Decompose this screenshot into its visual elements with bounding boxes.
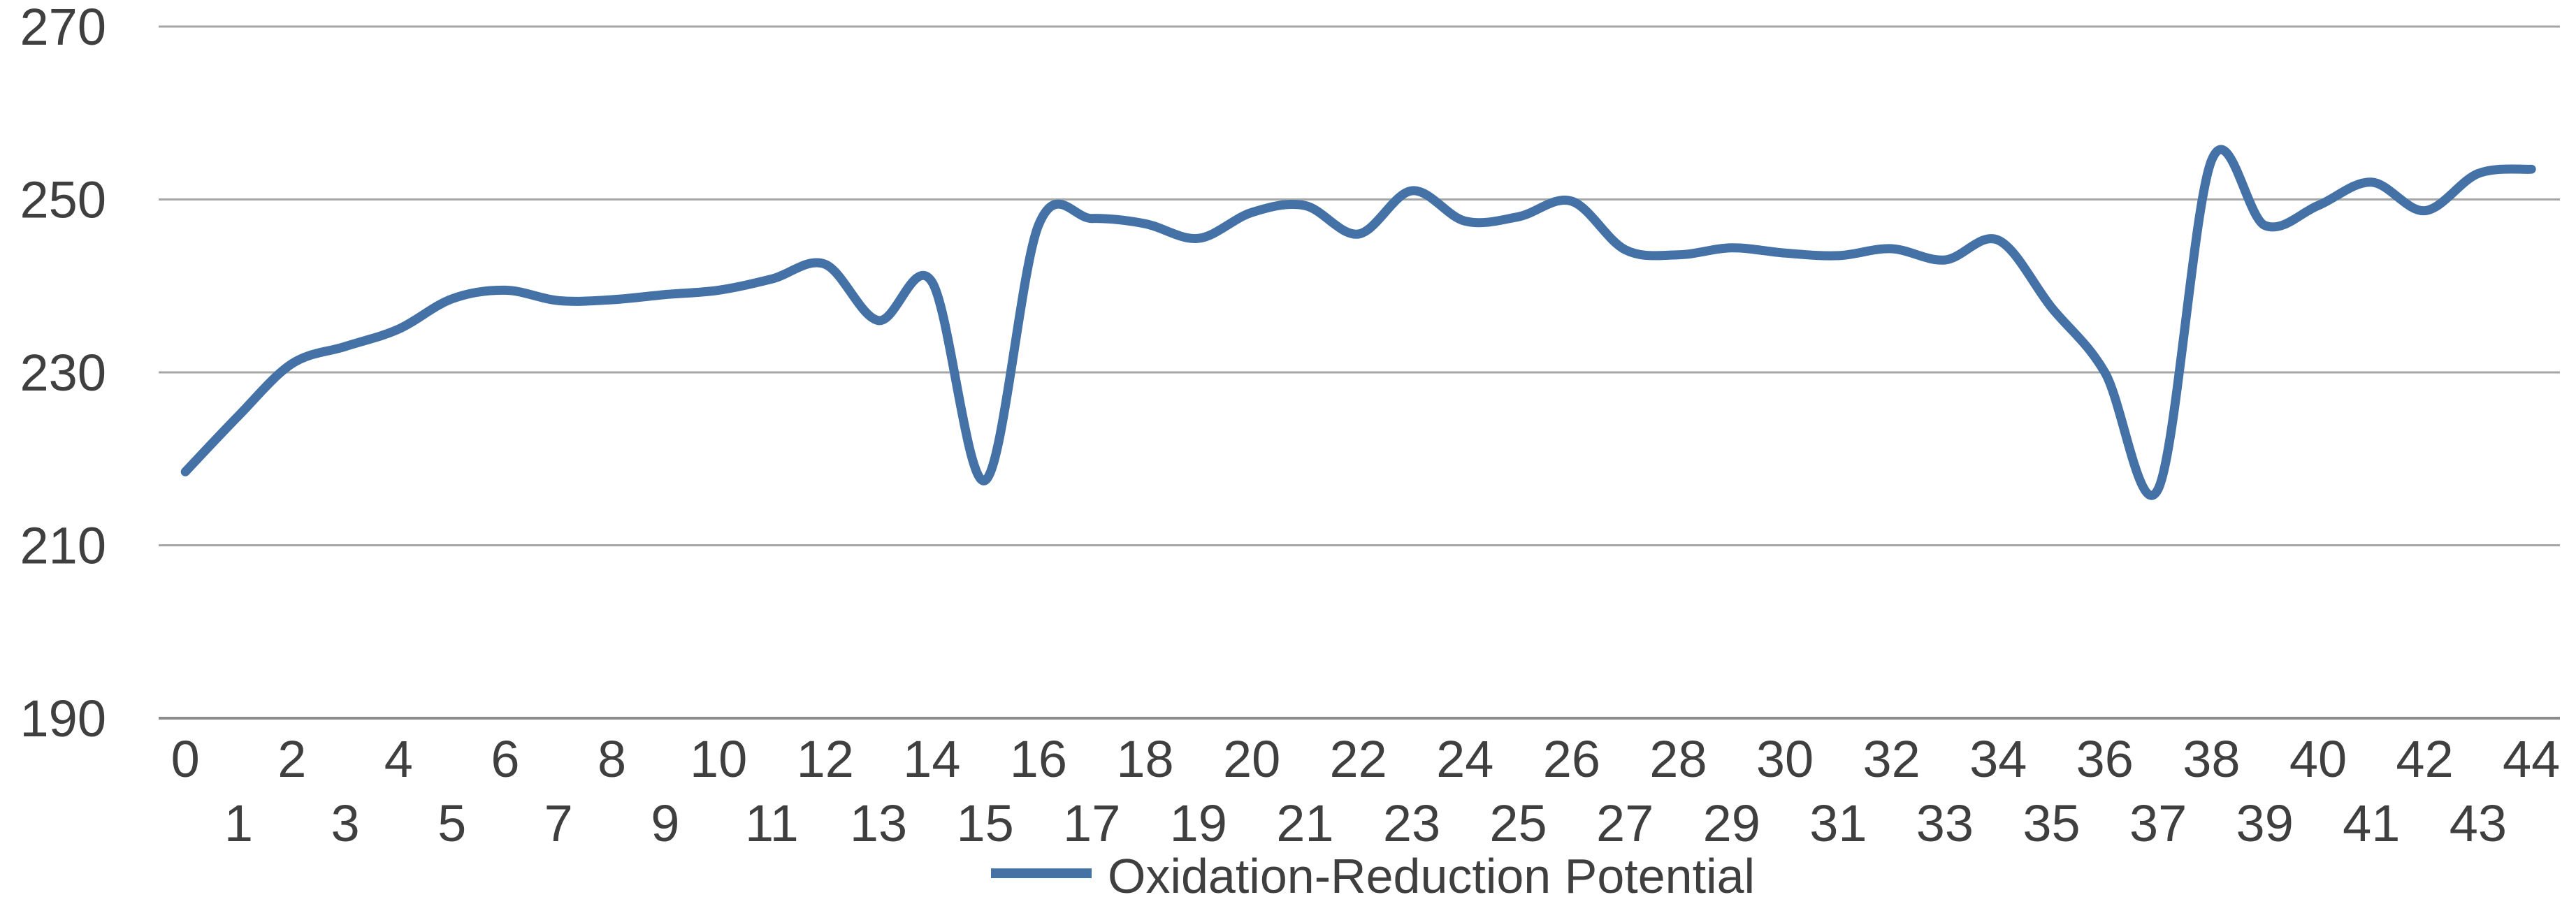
x-tick-label-33: 33 xyxy=(1916,794,1974,852)
x-tick-label-26: 26 xyxy=(1543,730,1600,788)
x-tick-label-2: 2 xyxy=(277,730,306,788)
x-tick-label-0: 0 xyxy=(171,730,200,788)
legend-label: Oxidation-Reduction Potential xyxy=(1108,849,1755,903)
x-tick-label-34: 34 xyxy=(1969,730,2027,788)
x-tick-label-31: 31 xyxy=(1809,794,1867,852)
x-tick-label-16: 16 xyxy=(1010,730,1067,788)
x-tick-label-30: 30 xyxy=(1756,730,1814,788)
x-tick-label-42: 42 xyxy=(2396,730,2453,788)
x-tick-label-36: 36 xyxy=(2076,730,2134,788)
y-tick-label-190: 190 xyxy=(20,690,106,748)
x-tick-label-3: 3 xyxy=(331,794,360,852)
x-tick-label-27: 27 xyxy=(1596,794,1654,852)
x-tick-label-14: 14 xyxy=(903,730,960,788)
x-tick-label-20: 20 xyxy=(1223,730,1280,788)
x-tick-label-5: 5 xyxy=(437,794,466,852)
x-tick-label-41: 41 xyxy=(2343,794,2400,852)
x-tick-label-17: 17 xyxy=(1063,794,1120,852)
x-tick-label-7: 7 xyxy=(544,794,573,852)
gridlines xyxy=(159,25,2560,720)
y-tick-label-230: 230 xyxy=(20,344,106,402)
x-tick-label-12: 12 xyxy=(797,730,854,788)
x-tick-label-8: 8 xyxy=(598,730,626,788)
x-tick-label-28: 28 xyxy=(1649,730,1707,788)
x-axis-labels: 0123456789101112131415161718192021222324… xyxy=(171,730,2561,852)
x-tick-label-11: 11 xyxy=(745,794,799,852)
x-tick-label-43: 43 xyxy=(2450,794,2507,852)
x-tick-label-24: 24 xyxy=(1436,730,1493,788)
x-tick-label-25: 25 xyxy=(1489,794,1547,852)
x-tick-label-29: 29 xyxy=(1703,794,1760,852)
x-tick-label-1: 1 xyxy=(224,794,253,852)
x-tick-label-22: 22 xyxy=(1330,730,1387,788)
x-tick-label-37: 37 xyxy=(2129,794,2187,852)
y-tick-label-210: 210 xyxy=(20,517,106,575)
x-tick-label-35: 35 xyxy=(2023,794,2080,852)
x-tick-label-18: 18 xyxy=(1116,730,1173,788)
x-tick-label-6: 6 xyxy=(491,730,519,788)
x-tick-label-44: 44 xyxy=(2503,730,2560,788)
x-tick-label-40: 40 xyxy=(2289,730,2347,788)
x-tick-label-9: 9 xyxy=(651,794,679,852)
x-tick-label-23: 23 xyxy=(1383,794,1440,852)
x-tick-label-38: 38 xyxy=(2183,730,2240,788)
x-tick-label-10: 10 xyxy=(690,730,747,788)
x-tick-label-15: 15 xyxy=(956,794,1013,852)
x-tick-label-32: 32 xyxy=(1862,730,1920,788)
y-tick-label-250: 250 xyxy=(20,171,106,229)
x-tick-label-13: 13 xyxy=(850,794,907,852)
series-line-orp xyxy=(180,145,2536,500)
x-tick-label-39: 39 xyxy=(2236,794,2294,852)
x-tick-label-21: 21 xyxy=(1276,794,1333,852)
x-tick-label-4: 4 xyxy=(384,730,413,788)
y-axis-labels: 270 250 230 210 190 xyxy=(20,0,106,748)
y-tick-label-270: 270 xyxy=(20,0,106,56)
x-tick-label-19: 19 xyxy=(1170,794,1227,852)
